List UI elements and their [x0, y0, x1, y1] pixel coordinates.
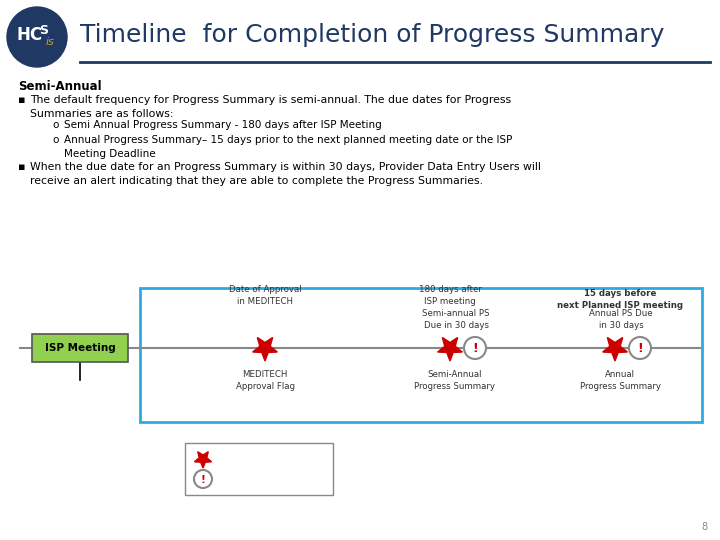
Text: !: !: [637, 342, 643, 355]
Text: - Due Date: - Due Date: [217, 474, 277, 484]
Circle shape: [194, 470, 212, 488]
Text: 8: 8: [702, 522, 708, 532]
Text: Annual
Progress Summary: Annual Progress Summary: [580, 370, 660, 391]
Polygon shape: [194, 452, 212, 468]
Text: !: !: [201, 475, 205, 485]
Text: The default frequency for Progress Summary is semi-annual. The due dates for Pro: The default frequency for Progress Summa…: [30, 95, 511, 119]
Text: 180 days after
ISP meeting: 180 days after ISP meeting: [418, 285, 482, 306]
Text: Annual Progress Summary– 15 days prior to the next planned meeting date or the I: Annual Progress Summary– 15 days prior t…: [64, 135, 513, 159]
Text: o: o: [52, 135, 58, 145]
Polygon shape: [438, 338, 462, 361]
Text: ▪: ▪: [18, 162, 25, 172]
Text: HC: HC: [17, 26, 43, 44]
Polygon shape: [253, 338, 277, 361]
Text: Timeline  for Completion of Progress Summary: Timeline for Completion of Progress Summ…: [80, 23, 665, 47]
Text: ISP Meeting: ISP Meeting: [45, 343, 115, 353]
Text: - Alert: - Alert: [217, 454, 251, 464]
Text: When the due date for an Progress Summary is within 30 days, Provider Data Entry: When the due date for an Progress Summar…: [30, 162, 541, 186]
Bar: [140, 288, 702, 422]
Circle shape: [464, 337, 486, 359]
Bar: [32, 334, 128, 362]
Text: Semi-Annual
Progress Summary: Semi-Annual Progress Summary: [415, 370, 495, 391]
Text: is: is: [45, 37, 55, 47]
Bar: [185, 443, 333, 495]
Text: MEDITECH
Approval Flag: MEDITECH Approval Flag: [235, 370, 294, 391]
Text: Annual PS Due
in 30 days: Annual PS Due in 30 days: [589, 309, 653, 330]
Text: S: S: [40, 24, 48, 37]
Text: Semi-Annual: Semi-Annual: [18, 80, 102, 93]
Text: o: o: [52, 120, 58, 130]
Text: ▪: ▪: [18, 95, 25, 105]
Circle shape: [629, 337, 651, 359]
Text: Semi-annual PS
Due in 30 days: Semi-annual PS Due in 30 days: [422, 309, 490, 330]
Text: Semi Annual Progress Summary - 180 days after ISP Meeting: Semi Annual Progress Summary - 180 days …: [64, 120, 382, 130]
Text: !: !: [472, 342, 478, 355]
Polygon shape: [603, 338, 627, 361]
Text: 15 days before
next Planned ISP meeting: 15 days before next Planned ISP meeting: [557, 289, 683, 310]
Text: Date of Approval
in MEDITECH: Date of Approval in MEDITECH: [229, 285, 301, 306]
Circle shape: [7, 7, 67, 67]
